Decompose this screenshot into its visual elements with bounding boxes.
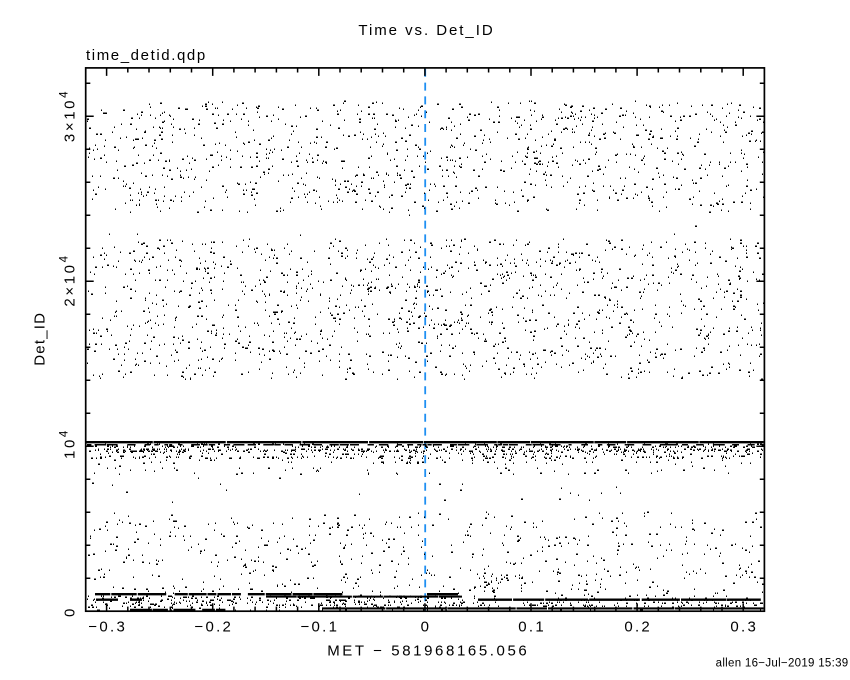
- svg-text:time_detid.qdp: time_detid.qdp: [86, 47, 207, 64]
- svg-text:0: 0: [62, 606, 79, 617]
- svg-text:MET − 581968165.056: MET − 581968165.056: [327, 642, 529, 659]
- svg-text:allen 16−Jul−2019 15:39: allen 16−Jul−2019 15:39: [716, 658, 849, 670]
- svg-text:3×104: 3×104: [58, 89, 78, 142]
- svg-text:0.2: 0.2: [624, 619, 652, 636]
- svg-text:0: 0: [421, 619, 432, 636]
- svg-text:−0.2: −0.2: [194, 619, 233, 636]
- svg-text:0.3: 0.3: [730, 619, 758, 636]
- svg-text:−0.1: −0.1: [300, 619, 339, 636]
- svg-text:−0.3: −0.3: [88, 619, 127, 636]
- svg-text:Det_ID: Det_ID: [32, 312, 49, 366]
- svg-text:0.1: 0.1: [518, 619, 546, 636]
- svg-text:2×104: 2×104: [58, 253, 78, 306]
- svg-text:Time vs. Det_ID: Time vs. Det_ID: [358, 22, 494, 39]
